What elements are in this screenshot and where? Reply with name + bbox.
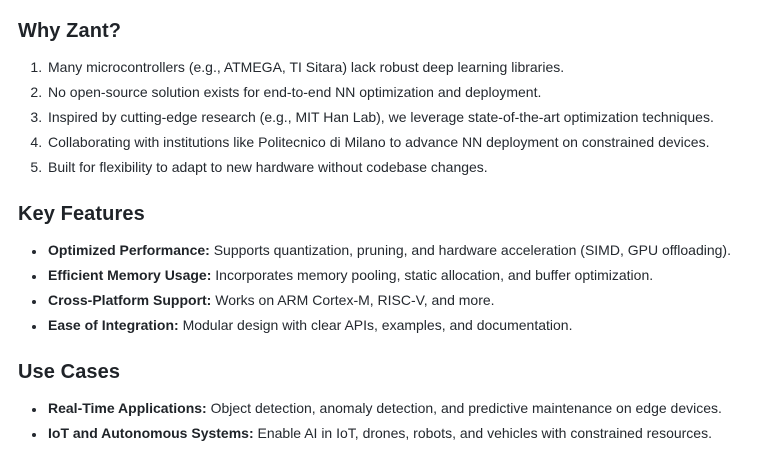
list-item: Real-Time Applications: Object detection… bbox=[46, 398, 762, 418]
feature-label: Ease of Integration: bbox=[48, 317, 179, 333]
section-heading-why-zant: Why Zant? bbox=[18, 20, 122, 42]
list-item: Inspired by cutting-edge research (e.g.,… bbox=[46, 107, 762, 127]
list-item: No open-source solution exists for end-t… bbox=[46, 82, 762, 102]
feature-label: Optimized Performance: bbox=[48, 242, 210, 258]
feature-label: Efficient Memory Usage: bbox=[48, 267, 212, 283]
feature-label: Cross-Platform Support: bbox=[48, 292, 212, 308]
use-case-description: Enable AI in IoT, drones, robots, and ve… bbox=[253, 425, 712, 441]
list-item: Collaborating with institutions like Pol… bbox=[46, 132, 762, 152]
feature-description: Works on ARM Cortex-M, RISC-V, and more. bbox=[211, 292, 495, 308]
list-item: Efficient Memory Usage: Incorporates mem… bbox=[46, 265, 762, 285]
list-item: Optimized Performance: Supports quantiza… bbox=[46, 240, 762, 260]
feature-description: Supports quantization, pruning, and hard… bbox=[209, 242, 731, 258]
use-case-description: Object detection, anomaly detection, and… bbox=[206, 400, 722, 416]
list-item: Ease of Integration: Modular design with… bbox=[46, 315, 762, 335]
section-heading-key-features: Key Features bbox=[18, 203, 145, 225]
key-features-bullet-list: Optimized Performance: Supports quantiza… bbox=[18, 240, 762, 335]
why-zant-ordered-list: Many microcontrollers (e.g., ATMEGA, TI … bbox=[18, 57, 762, 177]
list-item: Many microcontrollers (e.g., ATMEGA, TI … bbox=[46, 57, 762, 77]
feature-description: Modular design with clear APIs, examples… bbox=[178, 317, 573, 333]
list-item: IoT and Autonomous Systems: Enable AI in… bbox=[46, 423, 762, 443]
markdown-body: Why Zant? Many microcontrollers (e.g., A… bbox=[18, 18, 762, 443]
feature-description: Incorporates memory pooling, static allo… bbox=[211, 267, 654, 283]
use-case-label: Real-Time Applications: bbox=[48, 400, 207, 416]
list-item: Cross-Platform Support: Works on ARM Cor… bbox=[46, 290, 762, 310]
list-item: Built for flexibility to adapt to new ha… bbox=[46, 157, 762, 177]
use-case-label: IoT and Autonomous Systems: bbox=[48, 425, 254, 441]
use-cases-bullet-list: Real-Time Applications: Object detection… bbox=[18, 398, 762, 443]
section-heading-use-cases: Use Cases bbox=[18, 361, 121, 383]
